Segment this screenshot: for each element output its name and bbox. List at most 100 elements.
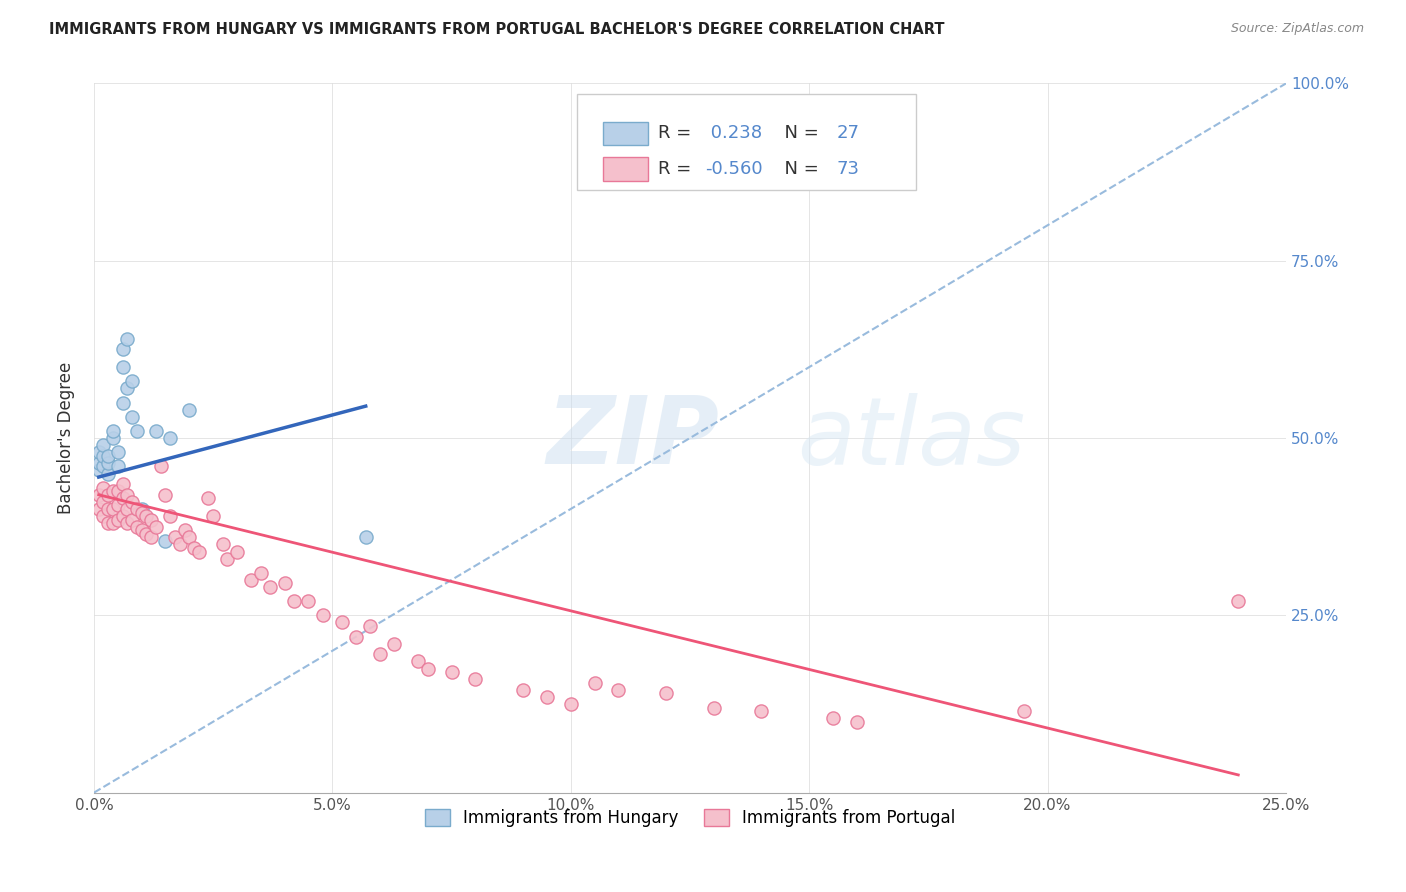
Point: [117, 488, 139, 502]
Point: [751, 704, 773, 718]
Point: [382, 637, 405, 651]
Point: [297, 594, 319, 608]
Point: [583, 675, 606, 690]
FancyBboxPatch shape: [576, 94, 917, 190]
Point: [131, 506, 153, 520]
Point: [101, 431, 124, 445]
Point: [135, 526, 157, 541]
Point: [93, 495, 115, 509]
Point: [111, 360, 134, 375]
Point: [121, 495, 143, 509]
Point: [93, 481, 115, 495]
Point: [149, 459, 172, 474]
Point: [97, 467, 120, 481]
Y-axis label: Bachelor's Degree: Bachelor's Degree: [58, 362, 75, 514]
Point: [121, 409, 143, 424]
Point: [226, 544, 249, 558]
Point: [111, 477, 134, 491]
Point: [179, 530, 201, 544]
Point: [87, 488, 110, 502]
Point: [131, 523, 153, 537]
Text: -0.560: -0.560: [706, 160, 763, 178]
Point: [117, 502, 139, 516]
Text: 0.238: 0.238: [706, 124, 762, 142]
Text: 27: 27: [837, 124, 859, 142]
Text: R =: R =: [658, 124, 697, 142]
Point: [141, 530, 163, 544]
Point: [101, 424, 124, 438]
Point: [93, 459, 115, 474]
Point: [111, 491, 134, 506]
Point: [97, 488, 120, 502]
Point: [416, 661, 439, 675]
Point: [111, 509, 134, 524]
Point: [440, 665, 463, 679]
Point: [330, 615, 353, 630]
Point: [169, 537, 191, 551]
Text: IMMIGRANTS FROM HUNGARY VS IMMIGRANTS FROM PORTUGAL BACHELOR'S DEGREE CORRELATIO: IMMIGRANTS FROM HUNGARY VS IMMIGRANTS FR…: [49, 22, 945, 37]
Point: [821, 711, 844, 725]
Point: [536, 690, 558, 704]
Point: [101, 502, 124, 516]
Point: [93, 438, 115, 452]
Point: [97, 502, 120, 516]
Point: [197, 491, 219, 506]
Point: [283, 594, 305, 608]
Point: [101, 516, 124, 530]
Point: [131, 502, 153, 516]
Point: [87, 463, 110, 477]
Text: 73: 73: [837, 160, 859, 178]
Point: [368, 648, 391, 662]
Point: [173, 523, 195, 537]
Point: [845, 714, 868, 729]
Point: [259, 580, 281, 594]
Point: [155, 488, 177, 502]
Point: [121, 513, 143, 527]
Point: [121, 374, 143, 388]
Point: [117, 381, 139, 395]
Point: [250, 566, 273, 580]
Point: [312, 608, 335, 623]
Point: [111, 343, 134, 357]
Point: [607, 682, 630, 697]
Point: [703, 700, 725, 714]
Point: [97, 456, 120, 470]
Point: [111, 395, 134, 409]
Point: [217, 551, 239, 566]
Point: [107, 445, 129, 459]
Text: ZIP: ZIP: [547, 392, 720, 484]
Point: [179, 402, 201, 417]
Point: [93, 449, 115, 463]
Point: [107, 499, 129, 513]
Text: atlas: atlas: [797, 392, 1025, 483]
Text: R =: R =: [658, 160, 697, 178]
Point: [145, 519, 167, 533]
Point: [135, 509, 157, 524]
Point: [240, 573, 263, 587]
Point: [354, 530, 377, 544]
Point: [97, 449, 120, 463]
Point: [202, 509, 225, 524]
Point: [163, 530, 186, 544]
Point: [125, 502, 148, 516]
Point: [187, 544, 209, 558]
Point: [117, 516, 139, 530]
Point: [406, 655, 429, 669]
Point: [344, 630, 367, 644]
Point: [512, 682, 534, 697]
Point: [97, 516, 120, 530]
Point: [125, 519, 148, 533]
Bar: [603, 121, 648, 145]
Point: [125, 424, 148, 438]
Point: [183, 541, 205, 555]
Legend: Immigrants from Hungary, Immigrants from Portugal: Immigrants from Hungary, Immigrants from…: [418, 803, 962, 834]
Point: [141, 513, 163, 527]
Point: [107, 513, 129, 527]
Point: [560, 697, 582, 711]
Text: Source: ZipAtlas.com: Source: ZipAtlas.com: [1230, 22, 1364, 36]
Point: [87, 502, 110, 516]
Text: N =: N =: [773, 160, 825, 178]
Bar: [603, 157, 648, 180]
Point: [87, 456, 110, 470]
Point: [93, 509, 115, 524]
